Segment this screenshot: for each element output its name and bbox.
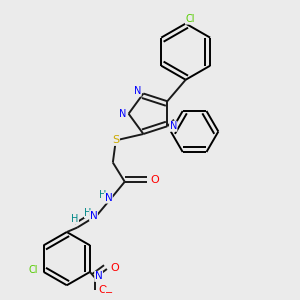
Text: N: N [169,121,177,131]
Text: Cl: Cl [185,14,195,24]
Text: O: O [150,175,159,185]
Text: O: O [98,285,107,295]
Text: N: N [95,272,103,281]
Text: H: H [71,214,79,224]
Text: H: H [99,190,107,200]
Text: N: N [134,86,141,96]
Text: Cl: Cl [28,265,38,275]
Text: O: O [110,262,119,272]
Text: −: − [105,288,113,298]
Text: N: N [119,109,126,119]
Text: N: N [104,193,112,203]
Text: N: N [90,211,98,221]
Text: S: S [112,135,119,146]
Text: H: H [85,208,92,218]
